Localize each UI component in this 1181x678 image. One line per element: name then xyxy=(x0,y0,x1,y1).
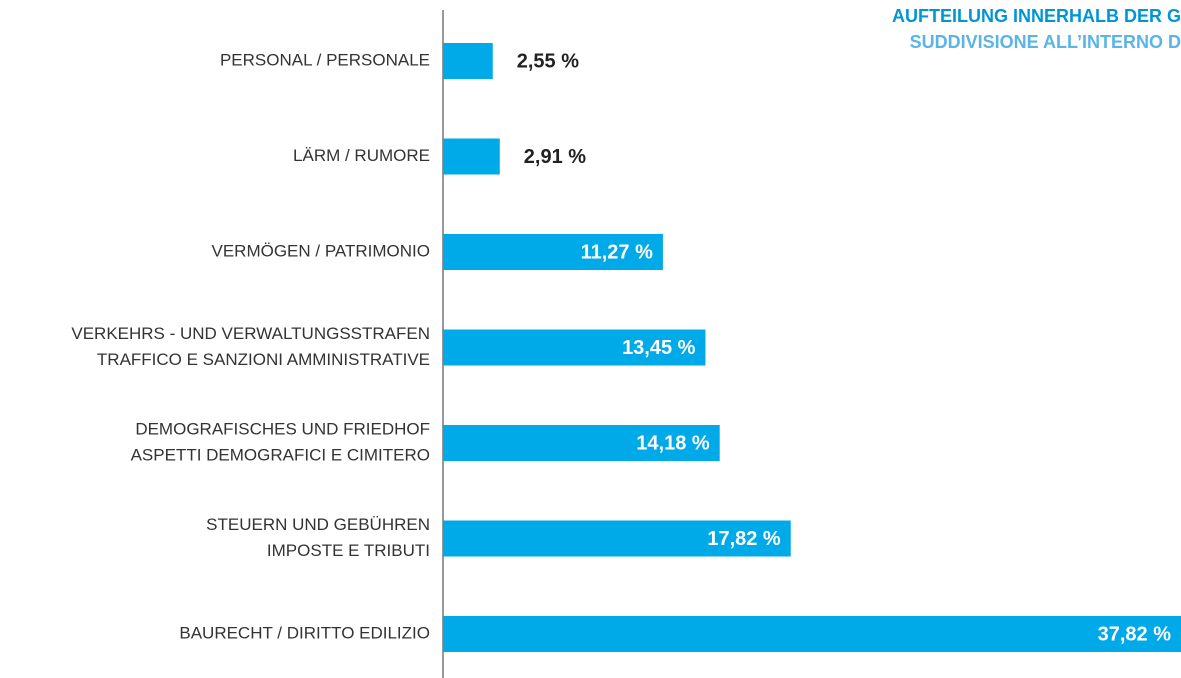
value-label: 11,27 % xyxy=(581,241,654,263)
category-label: LÄRM / RUMORE xyxy=(293,146,430,165)
bar xyxy=(443,520,791,557)
bar xyxy=(443,43,493,79)
bar xyxy=(443,234,663,270)
category-label: BAURECHT / DIRITTO EDILIZIO xyxy=(179,623,430,642)
chart-subtitle: SUDDIVISIONE ALL’INTERNO D xyxy=(910,32,1181,52)
bar xyxy=(443,138,500,175)
value-label: 37,82 % xyxy=(1098,623,1172,645)
category-label: ASPETTI DEMOGRAFICI E CIMITERO xyxy=(131,445,430,464)
category-label: PERSONAL / PERSONALE xyxy=(220,50,430,69)
category-label: DEMOGRAFISCHES UND FRIEDHOF xyxy=(135,419,430,438)
chart-title: AUFTEILUNG INNERHALB DER G xyxy=(892,6,1181,26)
bar xyxy=(443,425,720,461)
bar xyxy=(443,616,1181,652)
value-label: 2,91 % xyxy=(524,146,586,168)
bar xyxy=(443,329,706,366)
value-label: 13,45 % xyxy=(622,337,696,359)
category-label: IMPOSTE E TRIBUTI xyxy=(267,541,430,560)
category-label: VERMÖGEN / PATRIMONIO xyxy=(212,241,431,260)
value-label: 2,55 % xyxy=(517,50,579,72)
category-label: VERKEHRS - UND VERWALTUNGSSTRAFEN xyxy=(71,324,430,343)
value-label: 14,18 % xyxy=(636,432,710,454)
value-label: 17,82 % xyxy=(707,528,781,550)
category-label: STEUERN UND GEBÜHREN xyxy=(206,515,430,534)
category-label: TRAFFICO E SANZIONI AMMINISTRATIVE xyxy=(97,350,430,369)
